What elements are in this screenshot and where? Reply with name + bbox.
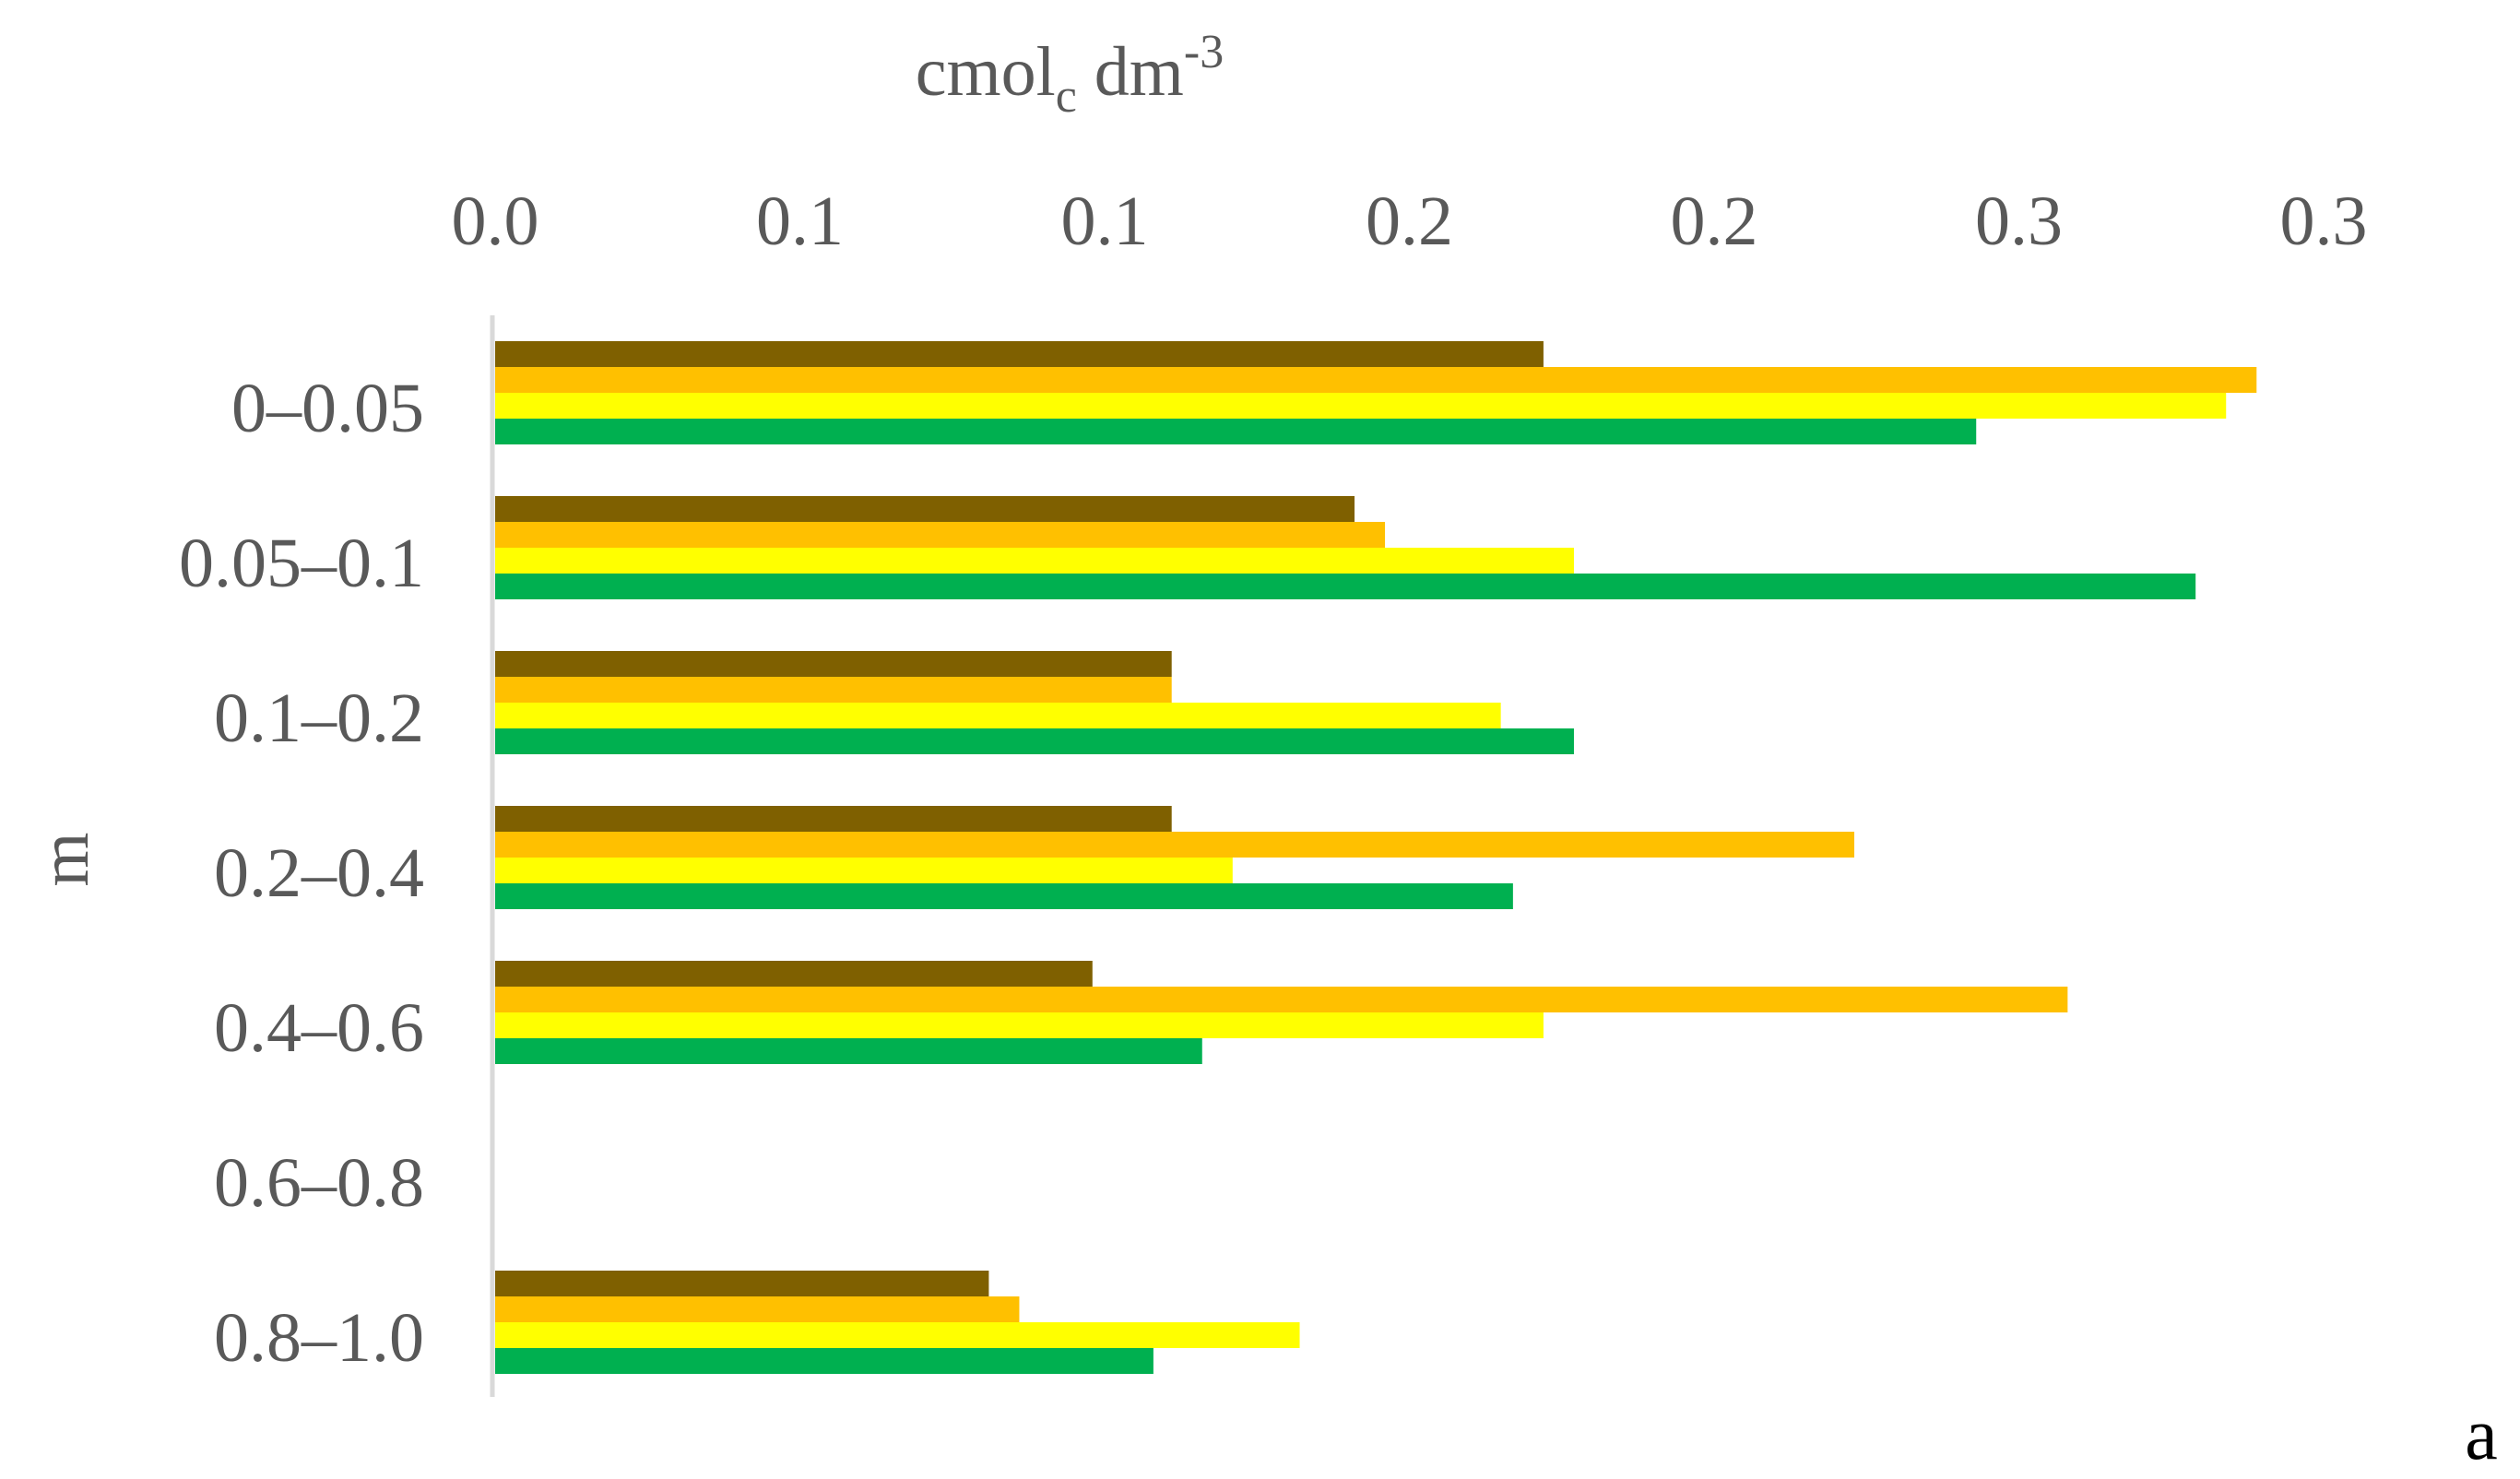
bar — [495, 1271, 989, 1296]
x-axis-tick-labels: 0.0 0.1 0.1 0.2 0.2 0.3 0.3 — [452, 183, 2368, 260]
y-axis-title: m — [26, 832, 103, 886]
bars — [495, 341, 2257, 1374]
bar — [495, 367, 2257, 393]
bar — [495, 703, 1501, 728]
bar — [495, 677, 1172, 703]
y-tick-label: 0.2–0.4 — [214, 834, 424, 912]
x-tick-label: 0.3 — [2280, 183, 2368, 260]
bar — [495, 1322, 1300, 1348]
bar — [495, 1348, 1154, 1374]
x-tick-label: 0.2 — [1671, 183, 1758, 260]
x-tick-label: 0.1 — [1061, 183, 1149, 260]
bar — [495, 832, 1855, 858]
y-tick-label: 0–0.05 — [231, 370, 424, 447]
panel-label: a — [2465, 1394, 2498, 1475]
bar — [495, 341, 1544, 367]
bar — [495, 1038, 1202, 1064]
bar — [495, 496, 1355, 522]
bar — [495, 574, 2196, 599]
bar — [495, 883, 1513, 909]
bar — [495, 1296, 1020, 1322]
bar — [495, 728, 1574, 754]
bar — [495, 419, 1977, 444]
x-axis-title: cmolc dm-3 — [916, 26, 1225, 123]
y-tick-label: 0.8–1.0 — [214, 1299, 424, 1377]
y-tick-label: 0.6–0.8 — [214, 1144, 424, 1222]
y-tick-label: 0.4–0.6 — [214, 989, 424, 1067]
x-tick-label: 0.1 — [756, 183, 844, 260]
bar — [495, 806, 1172, 832]
bar — [495, 961, 1093, 987]
y-tick-label: 0.05–0.1 — [179, 525, 424, 602]
x-tick-label: 0.3 — [1975, 183, 2063, 260]
x-tick-label: 0.0 — [452, 183, 539, 260]
y-tick-label: 0.1–0.2 — [214, 680, 424, 757]
x-tick-label: 0.2 — [1366, 183, 1453, 260]
bar — [495, 987, 2068, 1012]
bar — [495, 393, 2227, 419]
y-axis-tick-labels: 0–0.05 0.05–0.1 0.1–0.2 0.2–0.4 0.4–0.6 0.6–0… — [179, 370, 424, 1377]
bar — [495, 651, 1172, 677]
bar — [495, 1012, 1544, 1038]
bar — [495, 548, 1574, 574]
bar — [495, 858, 1233, 883]
bar — [495, 522, 1386, 548]
